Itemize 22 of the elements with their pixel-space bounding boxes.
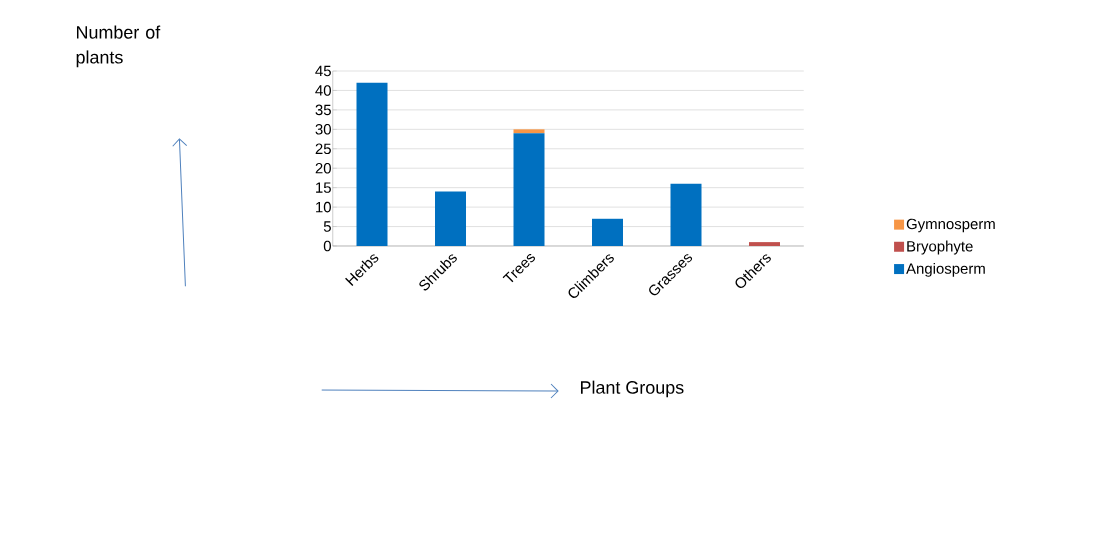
y-tick-label: 35 bbox=[315, 104, 331, 116]
y-tick-label: 5 bbox=[323, 221, 331, 232]
bar bbox=[435, 191, 466, 246]
legend-label: Gymnosperm bbox=[906, 218, 995, 233]
legend-label: Angiosperm bbox=[906, 262, 985, 277]
bar bbox=[749, 242, 780, 246]
bar bbox=[513, 133, 545, 246]
bar bbox=[592, 218, 623, 246]
y-tick-label: 10 bbox=[316, 201, 331, 213]
y-tick-label: 40 bbox=[315, 85, 331, 96]
x-axis-title: Plant Groups bbox=[581, 380, 684, 398]
bar bbox=[513, 129, 545, 134]
y-tick-label: 15 bbox=[316, 182, 331, 193]
bar bbox=[670, 183, 702, 246]
y-tick-label: 0 bbox=[323, 240, 331, 252]
y-tick-label: 30 bbox=[315, 124, 331, 135]
y-tick-label: 25 bbox=[315, 143, 331, 155]
y-tick-label: 45 bbox=[315, 65, 331, 77]
bar bbox=[356, 82, 388, 246]
legend-label: Bryophyte bbox=[907, 240, 973, 255]
text: Number of plants bbox=[76, 25, 161, 68]
y-tick-label: 20 bbox=[315, 162, 331, 174]
